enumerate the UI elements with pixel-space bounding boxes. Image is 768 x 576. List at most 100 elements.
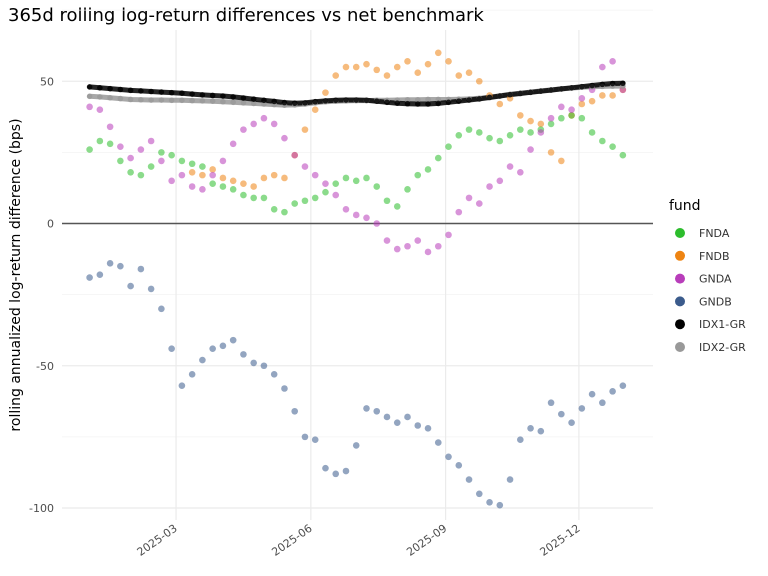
point-fndb — [578, 100, 586, 108]
point-fndb — [322, 89, 329, 96]
point-gndb — [106, 260, 114, 267]
point-idx1-gr — [568, 84, 575, 91]
point-idx1-gr — [291, 100, 298, 106]
point-fnda — [517, 126, 524, 133]
point-fndb — [465, 69, 473, 77]
point-gnda — [117, 143, 124, 150]
point-gndb — [588, 390, 596, 398]
point-fndb — [414, 69, 422, 77]
point-idx1-gr — [589, 82, 595, 89]
point-gndb — [291, 407, 299, 415]
point-idx2-gr — [435, 96, 442, 103]
point-fnda — [106, 140, 114, 148]
point-gndb — [281, 385, 288, 392]
grid — [62, 9, 653, 520]
point-idx1-gr — [189, 91, 195, 97]
x-tick-label: 2025-06 — [269, 522, 314, 559]
point-gndb — [229, 336, 237, 344]
point-gnda — [445, 231, 452, 239]
point-gnda — [158, 157, 165, 165]
point-gnda — [209, 171, 216, 179]
point-fndb — [260, 174, 268, 182]
point-gndb — [404, 413, 411, 421]
point-idx1-gr — [230, 94, 236, 100]
point-idx1-gr — [168, 89, 175, 96]
point-idx1-gr — [322, 98, 329, 104]
point-fnda — [342, 174, 350, 182]
point-fnda — [240, 191, 247, 199]
point-gndb — [599, 399, 606, 407]
point-idx2-gr — [97, 94, 103, 100]
point-idx1-gr — [117, 86, 124, 93]
point-fnda — [219, 183, 227, 190]
legend-item-idx2-gr: IDX2-GR — [675, 341, 746, 354]
point-gndb — [188, 370, 196, 378]
legend-title: fund — [669, 198, 701, 214]
point-idx1-gr — [497, 93, 503, 99]
point-gndb — [424, 425, 432, 432]
point-gnda — [599, 63, 606, 71]
point-idx1-gr — [466, 97, 472, 103]
legend-label: GNDB — [699, 295, 732, 308]
point-fndb — [424, 60, 432, 68]
point-fndb — [373, 66, 381, 74]
point-fnda — [311, 194, 319, 202]
point-fnda — [86, 146, 93, 153]
point-fnda — [363, 174, 370, 182]
point-gnda — [455, 208, 463, 216]
point-fndb — [588, 97, 596, 105]
point-gndb — [414, 422, 422, 429]
legend-swatch — [675, 250, 685, 261]
point-gndb — [558, 410, 565, 418]
point-idx1-gr — [281, 99, 288, 106]
point-gnda — [127, 154, 134, 162]
point-fnda — [188, 160, 196, 168]
point-gnda — [496, 177, 504, 185]
point-gndb — [619, 382, 627, 389]
point-gndb — [301, 433, 309, 441]
x-tick-label: 2025-03 — [135, 522, 180, 559]
legend-swatch — [675, 228, 685, 238]
point-fnda — [486, 134, 493, 142]
point-fndb — [609, 92, 616, 99]
point-idx2-gr — [138, 96, 144, 103]
point-fndb — [332, 72, 340, 79]
point-fnda — [270, 205, 278, 213]
point-idx2-gr — [158, 97, 165, 103]
point-idx1-gr — [250, 96, 257, 102]
point-fnda — [465, 126, 473, 133]
point-gnda — [434, 242, 442, 250]
point-fndb — [599, 92, 606, 99]
point-gnda — [404, 242, 411, 250]
point-gndb — [363, 405, 370, 412]
point-fnda — [424, 166, 432, 173]
point-gnda — [178, 171, 186, 179]
point-gnda — [137, 146, 145, 153]
legend-label: FNDA — [699, 227, 730, 240]
point-fndb — [558, 157, 565, 165]
point-gndb — [465, 476, 473, 483]
point-gnda — [352, 211, 360, 219]
point-idx1-gr — [548, 87, 554, 93]
point-gnda — [383, 237, 391, 244]
point-idx2-gr — [425, 96, 431, 103]
point-fndb — [342, 63, 350, 71]
point-gnda — [291, 151, 299, 159]
point-fnda — [250, 194, 257, 202]
point-idx2-gr — [107, 94, 113, 101]
point-idx2-gr — [199, 98, 206, 104]
point-gnda — [106, 123, 114, 131]
legend-label: IDX2-GR — [699, 341, 746, 354]
point-idx1-gr — [620, 80, 626, 87]
x-tick-label: 2025-09 — [404, 522, 449, 559]
point-gndb — [311, 436, 319, 444]
point-gnda — [188, 183, 196, 190]
legend-item-fnda: FNDA — [675, 227, 730, 240]
legend-item-idx1-gr: IDX1-GR — [675, 318, 746, 331]
point-gndb — [137, 265, 145, 273]
point-gnda — [465, 194, 473, 202]
point-fndb — [240, 180, 247, 187]
point-idx1-gr — [609, 80, 616, 87]
legend-item-fndb: FNDB — [675, 250, 730, 263]
point-fnda — [147, 163, 155, 170]
